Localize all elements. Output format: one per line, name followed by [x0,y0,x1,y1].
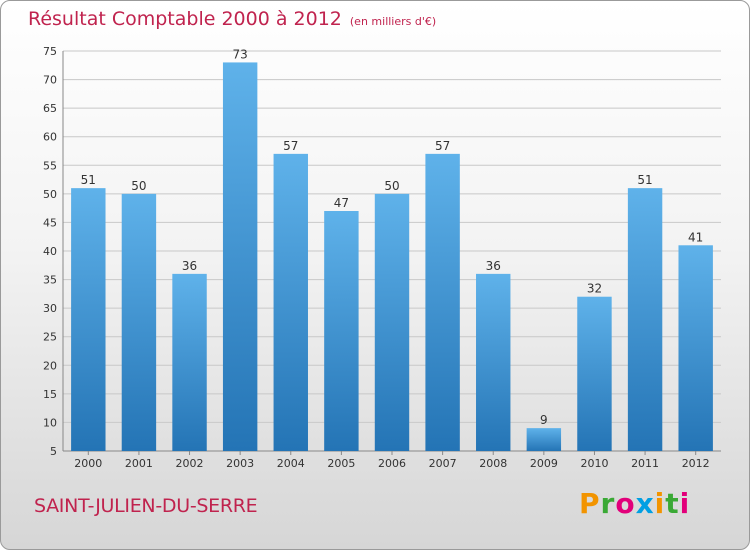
data-label-2004: 57 [283,139,298,153]
logo-letter: r [600,487,616,520]
bar-2007[interactable] [425,153,460,451]
y-tick-60: 60 [43,131,57,144]
chart-title: Résultat Comptable 2000 à 2012 (en millie… [28,8,436,30]
logo-letter: P [579,487,601,520]
commune-name: SAINT-JULIEN-DU-SERRE [34,495,258,517]
chart-subtitle: (en milliers d'€) [349,15,437,28]
bar-2000[interactable] [71,188,106,451]
bar-2001[interactable] [121,193,157,451]
data-label-2006: 50 [384,179,399,193]
y-tick-30: 30 [43,302,57,315]
x-tick-2004: 2004 [277,457,305,470]
logo-letter: t [665,487,680,520]
y-tick-35: 35 [43,274,57,287]
x-tick-2008: 2008 [479,457,507,470]
bar-2008[interactable] [476,273,511,451]
y-tick-25: 25 [43,331,57,344]
data-label-2002: 36 [182,259,197,273]
bar-2005[interactable] [324,211,359,451]
y-tick-70: 70 [43,74,57,87]
logo-letter: x [635,487,655,520]
data-label-2005: 47 [334,196,349,210]
y-tick-55: 55 [43,159,57,172]
y-tick-20: 20 [43,359,57,372]
x-tick-2001: 2001 [125,457,153,470]
y-tick-15: 15 [43,388,57,401]
bar-2011[interactable] [627,188,663,451]
y-tick-labels: 5 10 15 20 25 30 35 40 45 50 55 60 65 70 75 [43,45,57,458]
bar-2003[interactable] [222,62,258,452]
bar-2012[interactable] [678,245,713,451]
data-label-2007: 57 [435,139,450,153]
x-tick-2011: 2011 [631,457,659,470]
x-tick-labels: 2000 2001 2002 2003 2004 2005 2006 2007 2008 2009… [74,457,709,470]
y-tick-40: 40 [43,245,57,258]
proxiti-logo[interactable]: Proxiti [579,487,690,520]
y-tick-75: 75 [43,45,57,58]
data-label-2009: 9 [540,413,548,427]
bar-2006[interactable] [374,193,410,451]
data-label-2011: 51 [637,173,652,187]
data-label-2001: 50 [131,179,146,193]
bar-2009[interactable] [526,428,562,451]
x-tick-2000: 2000 [74,457,102,470]
y-tick-50: 50 [43,188,57,201]
x-tick-2003: 2003 [226,457,254,470]
data-label-2008: 36 [486,259,501,273]
bar-2010[interactable] [577,296,612,451]
x-tick-2012: 2012 [682,457,710,470]
y-tick-65: 65 [43,102,57,115]
bar-2002[interactable] [172,273,207,451]
x-tick-2002: 2002 [176,457,204,470]
x-tick-2006: 2006 [378,457,406,470]
x-tick-2005: 2005 [327,457,355,470]
logo-letter: o [615,487,636,520]
data-label-2012: 41 [688,230,703,244]
logo-letter: i [654,487,666,520]
chart-title-text: Résultat Comptable 2000 à 2012 [28,8,342,30]
logo-letter: i [679,487,691,520]
y-tick-10: 10 [43,416,57,429]
bars [71,62,713,452]
data-label-2003: 73 [233,47,248,61]
x-tick-2007: 2007 [429,457,457,470]
bar-2004[interactable] [273,153,308,451]
y-tick-45: 45 [43,216,57,229]
y-tick-5: 5 [50,445,57,458]
x-tick-2010: 2010 [580,457,608,470]
data-label-2000: 51 [81,173,96,187]
x-tick-2009: 2009 [530,457,558,470]
data-label-2010: 32 [587,282,602,296]
data-labels: 51 50 36 73 57 47 50 57 36 9 32 51 41 [81,47,704,427]
